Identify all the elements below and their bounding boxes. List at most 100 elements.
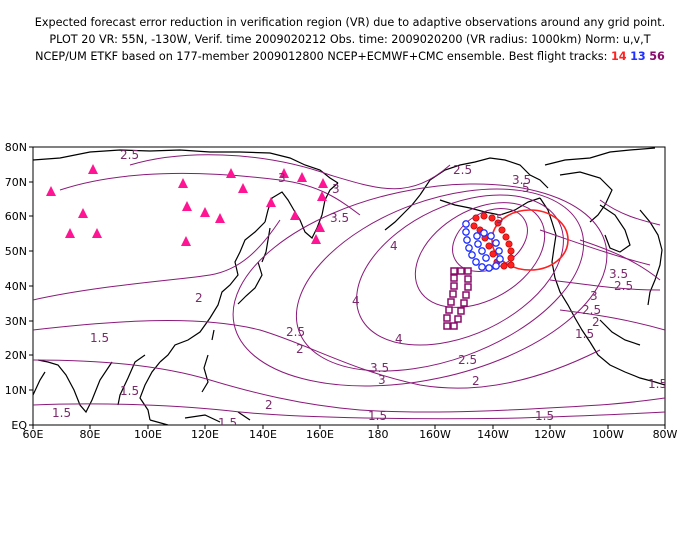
triangle-marker-icon	[290, 210, 300, 220]
contour-label: 1.5	[120, 384, 139, 398]
contour-labels: 2.5 3 3.5 5 2.5 4 3.5 4 3 2 2.5 4 3.5 2.…	[52, 148, 667, 425]
triangle-marker-icon	[88, 164, 98, 174]
y-tick-label: 50N	[5, 245, 27, 258]
circle-marker-icon	[485, 242, 493, 250]
circle-marker-icon	[507, 254, 515, 262]
x-axis-labels: 60E 80E 100E 120E 140E 160E 180 160W 140…	[23, 428, 678, 441]
map-frame	[32, 146, 666, 426]
square-marker-icon	[450, 282, 458, 290]
square-marker-icon	[450, 267, 458, 275]
contour-label: 2	[195, 291, 203, 305]
circle-marker-icon	[488, 214, 496, 222]
circle-marker-icon	[462, 228, 470, 236]
triangle-marker-icon	[200, 207, 210, 217]
contour-label: 3	[378, 373, 386, 387]
contour-label: 1.5	[575, 327, 594, 341]
contour-label: 2	[472, 374, 480, 388]
circle-marker-icon	[463, 236, 471, 244]
contour-label: 1.5	[648, 377, 667, 391]
x-tick-label: 80E	[80, 428, 101, 441]
verification-region-circle	[491, 209, 569, 271]
contour-label: 3.5	[370, 361, 389, 375]
triangle-marker-icon	[297, 172, 307, 182]
circle-marker-icon	[507, 261, 515, 269]
circle-marker-icon	[474, 240, 482, 248]
x-tick-label: 100E	[134, 428, 162, 441]
triangle-marker-icon	[92, 228, 102, 238]
square-marker-icon	[443, 322, 451, 330]
contour-label: 2.5	[582, 303, 601, 317]
contour-label: 1.5	[368, 409, 387, 423]
y-tick-label: 10N	[5, 384, 27, 397]
flight-track-14-label: 14	[610, 50, 627, 63]
observation-sites	[46, 164, 328, 246]
square-marker-icon	[447, 298, 455, 306]
y-tick-label: 20N	[5, 349, 27, 362]
contour-label: 3	[590, 289, 598, 303]
contour-label: 5	[496, 212, 504, 226]
square-marker-icon	[450, 274, 458, 282]
contour-lines	[33, 154, 665, 420]
contour-label: 4	[395, 332, 403, 346]
title-line-2: PLOT 20 VR: 55N, -130W, Verif. time 2009…	[49, 33, 651, 46]
x-tick-label: 80W	[653, 428, 678, 441]
title-line-3-text: NCEP/UM ETKF based on 177-member 2009012…	[35, 50, 608, 63]
contour-label: 3	[278, 171, 286, 185]
flight-track-14	[470, 212, 515, 270]
circle-marker-icon	[465, 244, 473, 252]
circle-marker-icon	[478, 247, 486, 255]
circle-marker-icon	[496, 255, 504, 263]
contour-label: 3.5	[609, 267, 628, 281]
x-tick-label: 160W	[419, 428, 451, 441]
circle-marker-icon	[494, 219, 502, 227]
square-marker-icon	[464, 283, 472, 291]
contour-label: 2.5	[453, 163, 472, 177]
circle-marker-icon	[502, 233, 510, 241]
circle-marker-icon	[505, 240, 513, 248]
triangle-marker-icon	[215, 213, 225, 223]
y-tick-label: EQ	[11, 419, 27, 432]
contour-label: 2.5	[614, 279, 633, 293]
square-marker-icon	[450, 322, 458, 330]
square-marker-icon	[457, 307, 465, 315]
circle-marker-icon	[472, 214, 480, 222]
flight-track-56	[443, 267, 472, 330]
title-line-3: NCEP/UM ETKF based on 177-member 2009012…	[0, 50, 700, 63]
contour-label: 2.5	[458, 353, 477, 367]
x-tick-label: 120W	[534, 428, 566, 441]
y-tick-label: 60N	[5, 210, 27, 223]
triangle-marker-icon	[226, 168, 236, 178]
y-tick-label: 40N	[5, 280, 27, 293]
circle-marker-icon	[507, 247, 515, 255]
title-line-1: Expected forecast error reduction in ver…	[34, 16, 666, 29]
square-marker-icon	[457, 267, 465, 275]
contour-label: 1.5	[52, 406, 71, 420]
triangle-marker-icon	[317, 191, 327, 201]
square-marker-icon	[443, 314, 451, 322]
circle-marker-icon	[473, 232, 481, 240]
circle-marker-icon	[470, 222, 478, 230]
flight-track-13-label: 13	[630, 50, 646, 63]
circle-marker-icon	[492, 262, 500, 270]
triangle-marker-icon	[318, 178, 328, 188]
contour-label: 3	[332, 182, 340, 196]
triangle-marker-icon	[266, 197, 276, 207]
x-tick-label: 120E	[191, 428, 219, 441]
circle-marker-icon	[500, 262, 508, 270]
x-tick-label: 160E	[306, 428, 334, 441]
circle-marker-icon	[468, 251, 476, 259]
circle-marker-icon	[480, 229, 488, 237]
y-tick-label: 30N	[5, 315, 27, 328]
triangle-marker-icon	[311, 234, 321, 244]
circle-marker-icon	[482, 254, 490, 262]
square-marker-icon	[460, 299, 468, 307]
triangle-marker-icon	[65, 228, 75, 238]
contour-label: 2	[296, 342, 304, 356]
axis-ticks	[29, 146, 666, 429]
flight-track-56-label: 56	[649, 50, 665, 63]
circle-marker-icon	[487, 232, 495, 240]
triangle-marker-icon	[178, 178, 188, 188]
triangle-marker-icon	[181, 236, 191, 246]
x-tick-label: 60E	[23, 428, 44, 441]
